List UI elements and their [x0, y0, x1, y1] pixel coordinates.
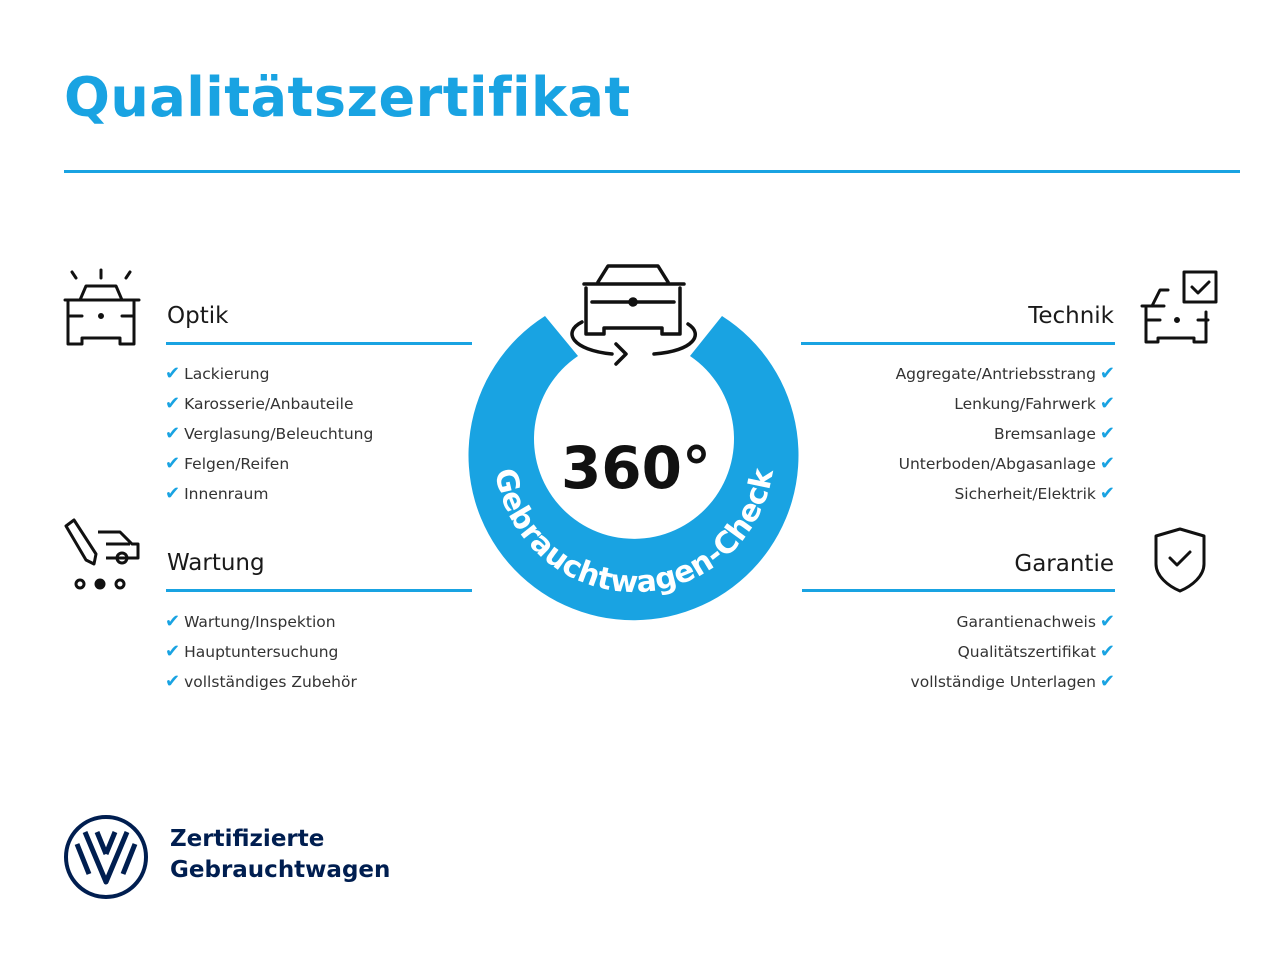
technik-list: Aggregate/Antriebsstrang ✔ Lenkung/Fahrwe…: [896, 359, 1115, 509]
list-item: Sicherheit/Elektrik ✔: [954, 483, 1115, 504]
badge-ring: [468, 316, 799, 621]
page-title: Qualitätszertifikat: [64, 66, 631, 129]
list-item: ✔ Felgen/Reifen: [165, 453, 290, 474]
section-divider: [801, 342, 1115, 345]
section-title-optik: Optik: [167, 303, 229, 329]
list-item: ✔ Verglasung/Beleuchtung: [165, 423, 374, 444]
section-divider: [166, 589, 472, 592]
check-icon: ✔: [165, 393, 181, 414]
shield-check-icon: [1154, 527, 1206, 593]
pen-car-icon: [64, 518, 140, 590]
list-item: Unterboden/Abgasanlage ✔: [898, 453, 1115, 474]
list-item: Aggregate/Antriebsstrang ✔: [895, 363, 1115, 384]
check-icon: ✔: [165, 423, 181, 444]
brand-line-2: Gebrauchtwagen: [170, 857, 391, 883]
list-item: ✔ Innenraum: [165, 483, 269, 504]
check-icon: ✔: [1099, 641, 1115, 662]
360-check-badge: Gebrauchtwagen-Check 360°: [468, 264, 799, 621]
section-title-technik: Technik: [1028, 303, 1114, 329]
list-item: Qualitätszertifikat ✔: [957, 641, 1115, 662]
check-icon: ✔: [1099, 363, 1115, 384]
list-item: Bremsanlage ✔: [994, 423, 1115, 444]
optik-list: ✔ Lackierung ✔ Karosserie/Anbauteile ✔ Verg…: [165, 359, 373, 509]
section-title-wartung: Wartung: [167, 550, 265, 576]
section-title-garantie: Garantie: [1014, 551, 1114, 577]
vw-logo: [64, 815, 148, 899]
check-icon: ✔: [165, 641, 181, 662]
car-rotate-icon: [570, 264, 697, 366]
list-item: ✔ Hauptuntersuchung: [165, 641, 339, 662]
check-icon: ✔: [165, 611, 181, 632]
list-item: ✔ vollständiges Zubehör: [165, 671, 357, 692]
car-checkbox-icon: [1140, 270, 1218, 344]
brand-text: Zertifizierte Gebrauchtwagen: [170, 824, 390, 886]
check-icon: ✔: [165, 671, 181, 692]
list-item: ✔ Lackierung: [165, 363, 270, 384]
list-item: Lenkung/Fahrwerk ✔: [954, 393, 1115, 414]
check-icon: ✔: [1099, 483, 1115, 504]
check-icon: ✔: [165, 363, 181, 384]
list-item: vollständige Unterlagen ✔: [910, 671, 1115, 692]
garantie-list: Garantienachweis ✔ Qualitätszertifikat ✔ v…: [911, 607, 1115, 697]
check-icon: ✔: [1099, 393, 1115, 414]
section-divider: [166, 342, 472, 345]
list-item: ✔ Wartung/Inspektion: [165, 611, 336, 632]
check-icon: ✔: [1099, 671, 1115, 692]
list-item: Garantienachweis ✔: [956, 611, 1115, 632]
check-icon: ✔: [165, 483, 181, 504]
check-icon: ✔: [1099, 423, 1115, 444]
list-item: ✔ Karosserie/Anbauteile: [165, 393, 354, 414]
car-lights-icon: [63, 268, 141, 346]
check-icon: ✔: [1099, 611, 1115, 632]
section-divider: [802, 589, 1115, 592]
wartung-list: ✔ Wartung/Inspektion ✔ Hauptuntersuchung ✔…: [165, 607, 357, 697]
title-divider: [64, 170, 1240, 173]
brand-line-1: Zertifizierte: [170, 826, 325, 852]
check-icon: ✔: [1099, 453, 1115, 474]
badge-value: 360°: [561, 434, 711, 502]
check-icon: ✔: [165, 453, 181, 474]
